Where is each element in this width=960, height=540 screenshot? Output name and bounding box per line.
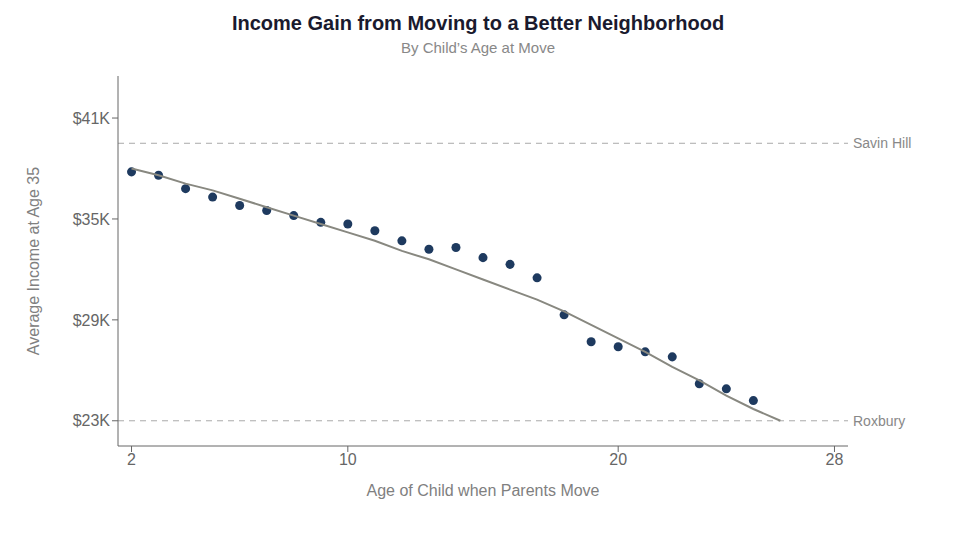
svg-text:28: 28 — [826, 451, 844, 468]
svg-text:2: 2 — [127, 451, 136, 468]
svg-text:$29K: $29K — [73, 312, 111, 329]
svg-text:Savin Hill: Savin Hill — [853, 135, 911, 151]
svg-text:Roxbury: Roxbury — [853, 413, 905, 429]
svg-text:Average Income at Age 35: Average Income at Age 35 — [25, 167, 42, 355]
html-text:By Child’s Age at Move: By Child’s Age at Move — [401, 39, 555, 56]
svg-text:20: 20 — [609, 451, 627, 468]
svg-text:Age of Child when Parents Move: Age of Child when Parents Move — [366, 482, 599, 499]
html-text:Income Gain from Moving to a B: Income Gain from Moving to a Better Neig… — [231, 12, 725, 34]
svg-text:$35K: $35K — [73, 211, 111, 228]
svg-text:$41K: $41K — [73, 110, 111, 127]
svg-text:10: 10 — [339, 451, 357, 468]
svg-text:$23K: $23K — [73, 412, 111, 429]
